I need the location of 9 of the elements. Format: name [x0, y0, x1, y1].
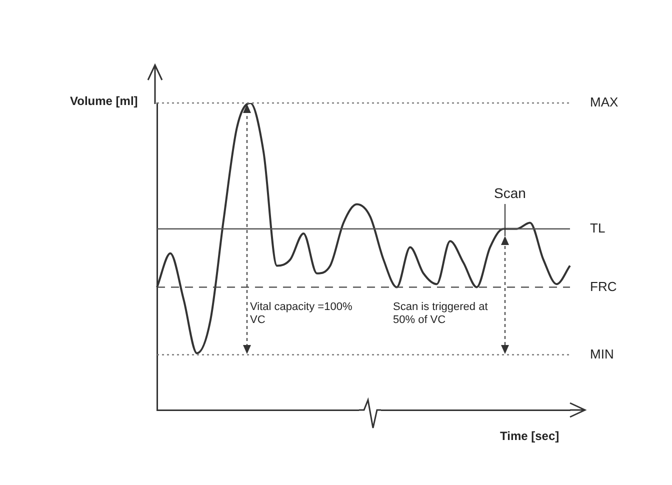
annotation: Scan is triggered at 50% of VC	[393, 301, 488, 326]
x-axis-title: Time [sec]	[500, 429, 560, 443]
annotation: Scan	[494, 185, 526, 201]
ref-line-label: TL	[590, 220, 606, 236]
ref-line-label: MIN	[590, 346, 614, 362]
ref-line-label: MAX	[590, 94, 618, 110]
ref-line-label: FRC	[590, 278, 617, 294]
annotation: Vital capacity =100% VC	[250, 301, 352, 326]
y-axis-title: Volume [ml]	[70, 94, 138, 108]
